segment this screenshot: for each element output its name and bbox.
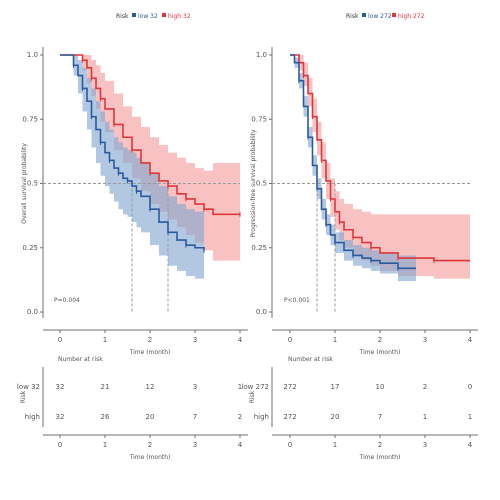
- p2-risk-x-axis-label: Time (month): [359, 454, 401, 461]
- p2-risk-xtick-label-0: 0: [288, 441, 292, 449]
- p2-legend-low-swatch: [362, 13, 366, 17]
- p2-risk-cell-1-1: 20: [331, 413, 340, 421]
- p2-risk-cell-1-4: 1: [468, 413, 472, 421]
- p2-xtick-label-0: 0: [288, 336, 292, 344]
- p2-risk-cell-0-1: 17: [331, 383, 340, 391]
- p2-risk-cell-0-2: 10: [376, 383, 385, 391]
- p2-risk-xtick-label-2: 2: [378, 441, 382, 449]
- p2-ytick-label-4: 1.0: [256, 51, 267, 59]
- p1-legend-low-swatch: [132, 13, 136, 17]
- p2-y-axis-label: Progression-free survival probability: [250, 129, 257, 238]
- p1-x-axis-label: Time (month): [129, 349, 171, 356]
- p2-legend-title: Risk: [346, 13, 359, 20]
- p2-risk-row-label-1: high: [254, 413, 269, 421]
- p2-risk-cell-0-0: 272: [283, 383, 296, 391]
- p1-risk-xtick-label-1: 1: [103, 441, 107, 449]
- p2-risk-xtick-label-4: 4: [468, 441, 473, 449]
- p2-high-curve: [290, 54, 470, 262]
- p2-risk-cell-1-0: 272: [283, 413, 296, 421]
- p1-ytick-label-2: 0.5: [27, 180, 38, 188]
- p1-risk-cell-1-3: 7: [193, 413, 197, 421]
- p1-risk-xtick-label-4: 4: [238, 441, 243, 449]
- p1-ytick-label-4: 1.0: [27, 51, 38, 59]
- p1-legend-high: high 32: [168, 13, 191, 20]
- p1-xtick-label-4: 4: [238, 336, 243, 344]
- p2-xtick-label-1: 1: [333, 336, 337, 344]
- p1-legend-title: Risk: [116, 13, 129, 20]
- p1-low-curve: [60, 54, 205, 251]
- p2-risk-row-label-0: low 272: [241, 383, 269, 391]
- p2-risk-cell-0-4: 0: [468, 383, 472, 391]
- p2-ytick-label-1: 0.25: [251, 244, 267, 252]
- p1-risk-cell-0-2: 12: [146, 383, 155, 391]
- p2-xtick-label-3: 3: [423, 336, 427, 344]
- p1-xtick-label-1: 1: [103, 336, 107, 344]
- p2-high-ci-band: [290, 55, 470, 279]
- p1-risk-cell-0-4: 1: [238, 383, 242, 391]
- p1-risk-cell-1-0: 32: [56, 413, 65, 421]
- p1-risk-cell-0-0: 32: [56, 383, 65, 391]
- p2-risk-table-title: Number at risk: [288, 356, 333, 363]
- p2-risk-y-label: Risk: [249, 390, 256, 403]
- p2-pvalue-text: P<0.001: [284, 297, 310, 304]
- p2-risk-xtick-label-3: 3: [423, 441, 427, 449]
- p2-ytick-label-3: 0.75: [251, 115, 267, 123]
- p1-ytick-label-1: 0.25: [22, 244, 38, 252]
- p1-legend-high-swatch: [162, 13, 166, 17]
- p1-risk-xtick-label-2: 2: [148, 441, 152, 449]
- p1-risk-cell-1-1: 26: [101, 413, 110, 421]
- p2-xtick-label-4: 4: [468, 336, 473, 344]
- p2-legend-low: low 272: [368, 13, 392, 20]
- p2-legend-high-swatch: [392, 13, 396, 17]
- p1-risk-y-label: Risk: [20, 390, 27, 403]
- p2-risk-cell-1-2: 7: [378, 413, 382, 421]
- p2-risk-cell-1-3: 1: [423, 413, 427, 421]
- p1-risk-table-title: Number at risk: [58, 356, 103, 363]
- p2-ytick-label-2: 0.5: [256, 180, 267, 188]
- p2-xtick-label-2: 2: [378, 336, 382, 344]
- p1-risk-cell-1-4: 2: [238, 413, 242, 421]
- p1-xtick-label-2: 2: [148, 336, 152, 344]
- p1-risk-xtick-label-3: 3: [193, 441, 197, 449]
- p1-risk-row-label-0: low 32: [17, 383, 40, 391]
- p1-pvalue-text: P=0.004: [54, 297, 80, 304]
- p2-x-axis-label: Time (month): [359, 349, 401, 356]
- p2-legend-high: high 272: [398, 13, 425, 20]
- p1-ytick-label-0: 0.0: [27, 308, 38, 316]
- p1-xtick-label-3: 3: [193, 336, 197, 344]
- p1-legend-low: low 32: [138, 13, 158, 20]
- p1-risk-xtick-label-0: 0: [58, 441, 62, 449]
- p1-risk-cell-0-1: 21: [101, 383, 110, 391]
- p2-risk-xtick-label-1: 1: [333, 441, 337, 449]
- p1-risk-row-label-1: high: [25, 413, 40, 421]
- p1-y-axis-label: Overall survival probability: [21, 143, 28, 224]
- p1-risk-x-axis-label: Time (month): [129, 454, 171, 461]
- p1-xtick-label-0: 0: [58, 336, 62, 344]
- p2-risk-cell-0-3: 2: [423, 383, 427, 391]
- p1-ytick-label-3: 0.75: [22, 115, 38, 123]
- p1-risk-cell-0-3: 3: [193, 383, 197, 391]
- p2-ytick-label-0: 0.0: [256, 308, 267, 316]
- p1-risk-cell-1-2: 20: [146, 413, 155, 421]
